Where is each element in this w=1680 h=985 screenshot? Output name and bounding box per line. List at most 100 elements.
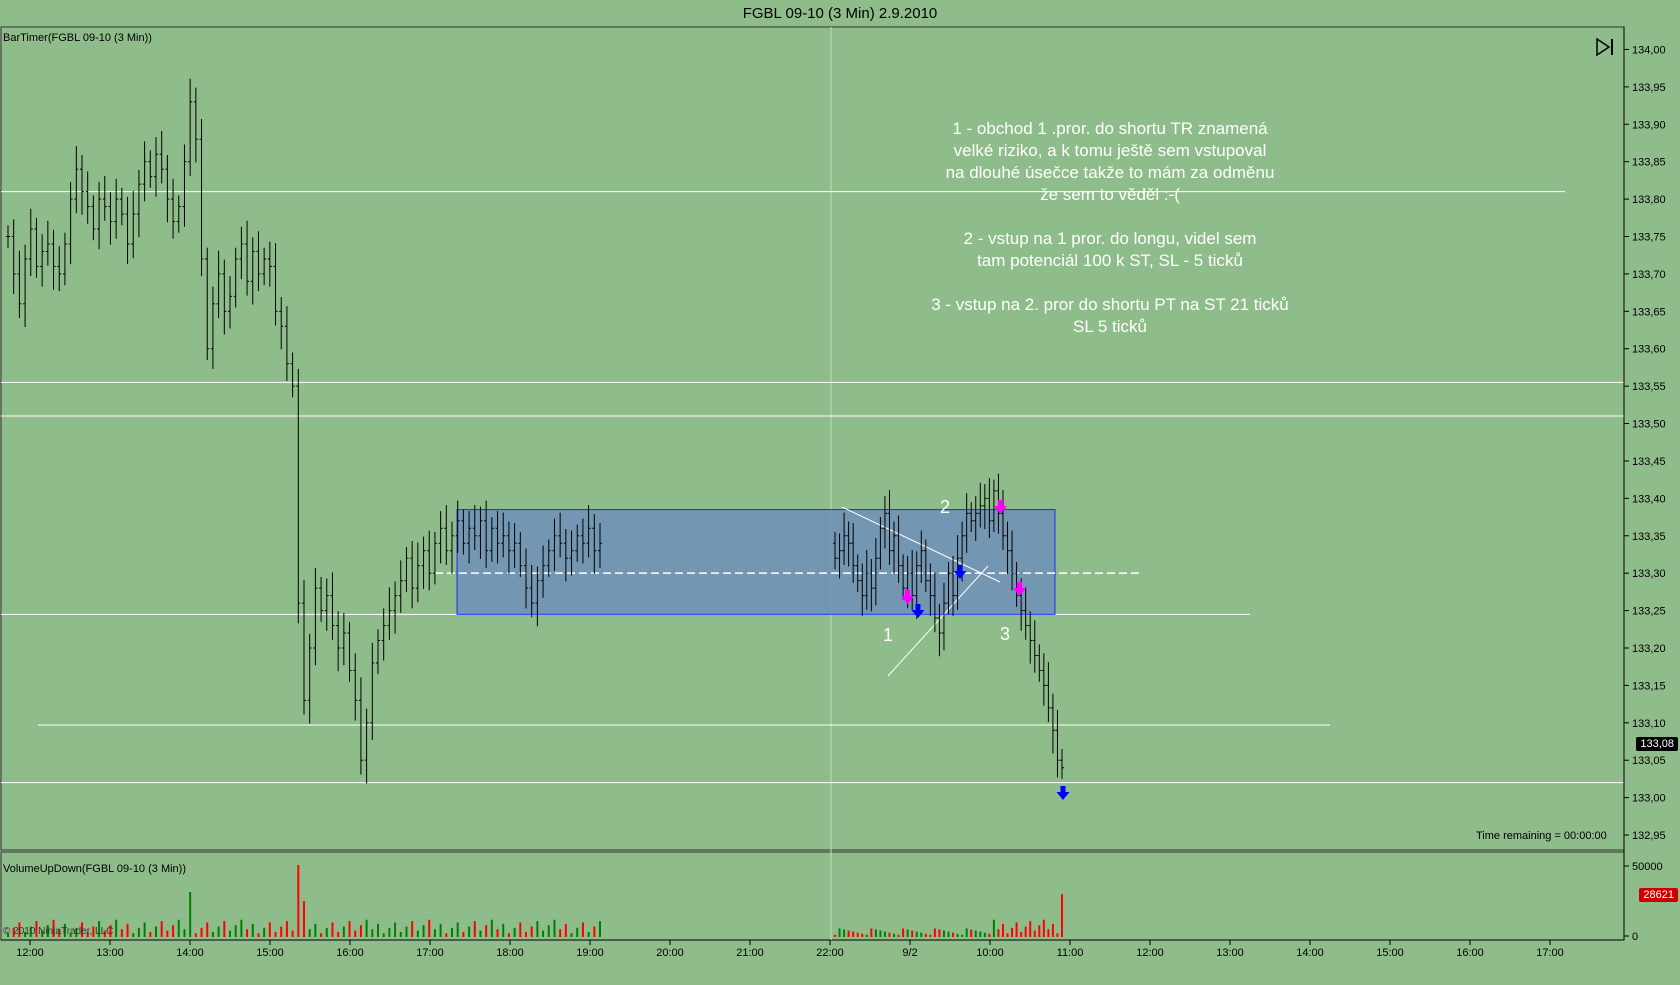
- price-bar: [506, 521, 511, 574]
- volume-bar: [177, 919, 180, 937]
- volume-bar: [433, 929, 436, 937]
- long-arrow-icon: [953, 565, 967, 579]
- price-bar: [546, 539, 551, 577]
- price-bar: [552, 518, 557, 571]
- price-bar: [267, 241, 272, 287]
- volume-bar: [992, 919, 995, 937]
- price-tick-label: 133,70: [1632, 269, 1666, 281]
- volume-bar: [320, 933, 323, 937]
- volume-bar: [929, 934, 932, 937]
- price-bar: [427, 530, 432, 591]
- volume-bar: [325, 927, 328, 937]
- time-tick-label: 9/2: [902, 947, 917, 959]
- volume-bar: [599, 921, 601, 937]
- volume-bar: [240, 919, 243, 937]
- volume-bar: [189, 892, 192, 937]
- note-1-line-3: na dlouhé úsečce takže to mám za odměnu: [945, 163, 1275, 182]
- volume-bar: [46, 925, 49, 937]
- volume-bar: [847, 930, 850, 937]
- price-bar: [580, 518, 585, 564]
- last-price-label: 133,08: [1636, 737, 1678, 751]
- volume-bar: [874, 929, 877, 937]
- price-bar: [432, 532, 437, 585]
- price-bar: [188, 78, 193, 176]
- volume-bar: [69, 933, 72, 937]
- volume-bar: [359, 925, 362, 937]
- time-tick-label: 19:00: [576, 947, 604, 959]
- price-bar: [404, 546, 409, 592]
- price-bar: [489, 517, 494, 562]
- volume-bar: [428, 919, 431, 937]
- price-bar: [842, 512, 847, 565]
- price-bar: [444, 505, 449, 565]
- volume-bar: [834, 934, 836, 937]
- volume-bar: [547, 925, 550, 937]
- price-bar: [467, 511, 472, 564]
- price-bar: [336, 611, 341, 672]
- price-bar: [57, 246, 62, 292]
- price-bar: [558, 512, 563, 558]
- volume-bar: [297, 865, 300, 937]
- volume-bar: [462, 931, 465, 937]
- volume-bar: [970, 929, 973, 937]
- volume-panel-label: VolumeUpDown(FGBL 09-10 (3 Min)): [3, 863, 186, 875]
- volume-bar: [530, 926, 533, 937]
- volume-bar: [525, 931, 527, 937]
- price-bar: [40, 234, 45, 287]
- price-bar: [353, 653, 358, 721]
- volume-bar: [120, 929, 123, 937]
- volume-bar: [229, 930, 231, 937]
- volume-bar: [490, 919, 493, 937]
- price-bar: [222, 259, 227, 335]
- volume-bar: [394, 922, 397, 937]
- price-bar: [873, 538, 878, 606]
- price-bar: [478, 506, 483, 559]
- time-tick-label: 10:00: [976, 947, 1004, 959]
- skip-to-end-icon[interactable]: [1594, 36, 1616, 58]
- price-bar: [932, 572, 937, 633]
- price-bar: [518, 532, 523, 577]
- volume-bar: [251, 923, 254, 937]
- volume-bar: [838, 928, 841, 937]
- price-bar: [1060, 748, 1064, 779]
- price-bar: [969, 502, 974, 533]
- volume-bar: [12, 927, 15, 937]
- volume-bar: [502, 923, 505, 937]
- window-title: FGBL 09-10 (3 Min) 2.9.2010: [0, 0, 1680, 27]
- volume-bar: [86, 931, 89, 937]
- price-bar: [951, 555, 956, 616]
- price-bar: [85, 171, 90, 224]
- price-bar: [273, 243, 278, 326]
- price-bar: [928, 563, 933, 616]
- price-bar: [535, 566, 540, 627]
- price-bar: [358, 677, 363, 775]
- volume-bar: [257, 933, 260, 937]
- price-bar: [97, 181, 102, 250]
- note-1: 1 - obchod 1 .pror. do shortu TR znamená…: [860, 118, 1360, 206]
- price-bar: [592, 514, 597, 574]
- price-bar: [364, 708, 369, 784]
- price-bar: [324, 578, 329, 631]
- volume-bar: [920, 932, 923, 937]
- time-tick-label: 20:00: [656, 947, 684, 959]
- price-bar: [438, 511, 443, 564]
- volume-bar: [274, 931, 277, 937]
- range-box[interactable]: [456, 509, 1056, 615]
- price-bar: [846, 521, 851, 567]
- time-remaining: Time remaining = 00:00:00: [1476, 830, 1607, 842]
- price-bar: [233, 247, 238, 308]
- note-1-line-2: velké riziko, a k tomu ještě sem vstupov…: [953, 141, 1267, 160]
- volume-bar: [416, 930, 419, 937]
- price-bar: [45, 220, 50, 266]
- short-arrow-icon: [994, 500, 1007, 514]
- volume-bar: [211, 931, 214, 937]
- volume-bar: [1038, 925, 1041, 937]
- volume-bar: [223, 921, 226, 937]
- price-tick-label: 134,00: [1632, 44, 1666, 56]
- volume-bar: [1051, 923, 1054, 937]
- price-bar: [393, 581, 398, 634]
- price-bar: [887, 490, 892, 565]
- price-tick-label: 133,90: [1632, 119, 1666, 131]
- price-bar: [102, 175, 107, 221]
